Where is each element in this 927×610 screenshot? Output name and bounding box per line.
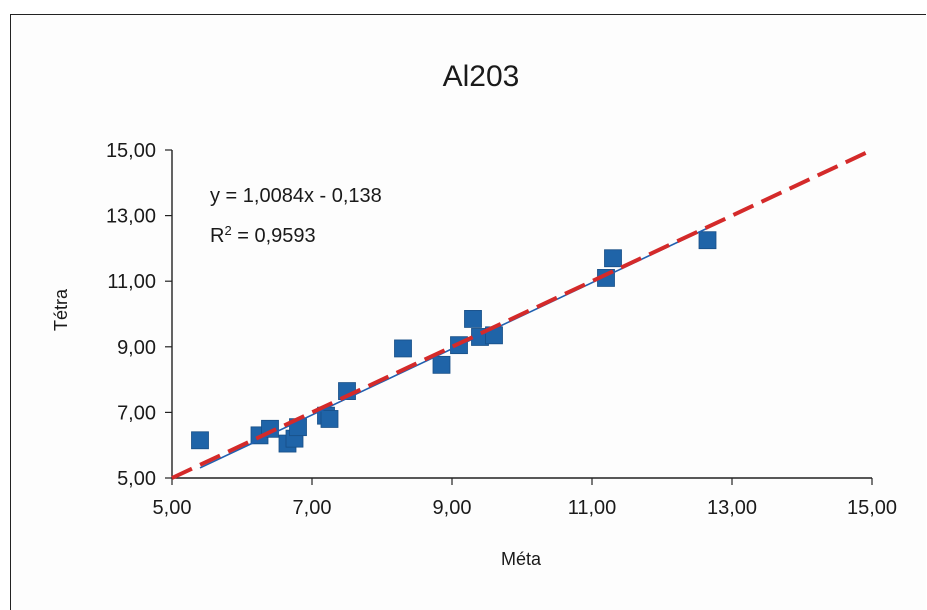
data-point xyxy=(320,410,339,428)
data-point xyxy=(698,231,717,250)
x-tick-label: 7,00 xyxy=(293,497,332,519)
x-tick-label: 11,00 xyxy=(568,497,617,519)
r2-value: = 0,9593 xyxy=(232,225,316,247)
data-point xyxy=(464,310,482,328)
data-points xyxy=(191,231,717,453)
x-tick-label: 5,00 xyxy=(153,497,192,519)
y-tick-label: 9,00 xyxy=(117,337,156,359)
trend-lines xyxy=(171,148,873,480)
identity-dashed-line xyxy=(171,148,873,480)
x-tick-label: 15,00 xyxy=(847,497,897,519)
x-tick-label: 13,00 xyxy=(707,497,757,519)
data-point xyxy=(394,339,412,358)
x-axis-label: Méta xyxy=(501,549,542,569)
y-axis-label: Tétra xyxy=(51,288,71,331)
r2-prefix: R xyxy=(210,225,224,247)
data-point xyxy=(191,431,209,450)
r2-superscript: 2 xyxy=(224,223,231,238)
y-tick-label: 7,00 xyxy=(117,402,156,424)
y-tick-label: 13,00 xyxy=(106,206,156,228)
r-squared-label: R2 = 0,9593 xyxy=(210,223,316,248)
y-tick-label: 5,00 xyxy=(117,468,156,490)
x-tick-label: 9,00 xyxy=(433,497,472,519)
y-tick-label: 11,00 xyxy=(107,271,156,293)
chart-title: Al203 xyxy=(443,60,520,93)
data-point xyxy=(604,249,622,268)
y-tick-label: 15,00 xyxy=(106,140,156,162)
axes: 5,00 7,00 9,00 11,00 13,00 15,00 5,00 7,00 9,00 1… xyxy=(106,140,897,519)
regression-equation: y = 1,0084x - 0,138 xyxy=(210,185,382,207)
data-point xyxy=(432,355,451,374)
